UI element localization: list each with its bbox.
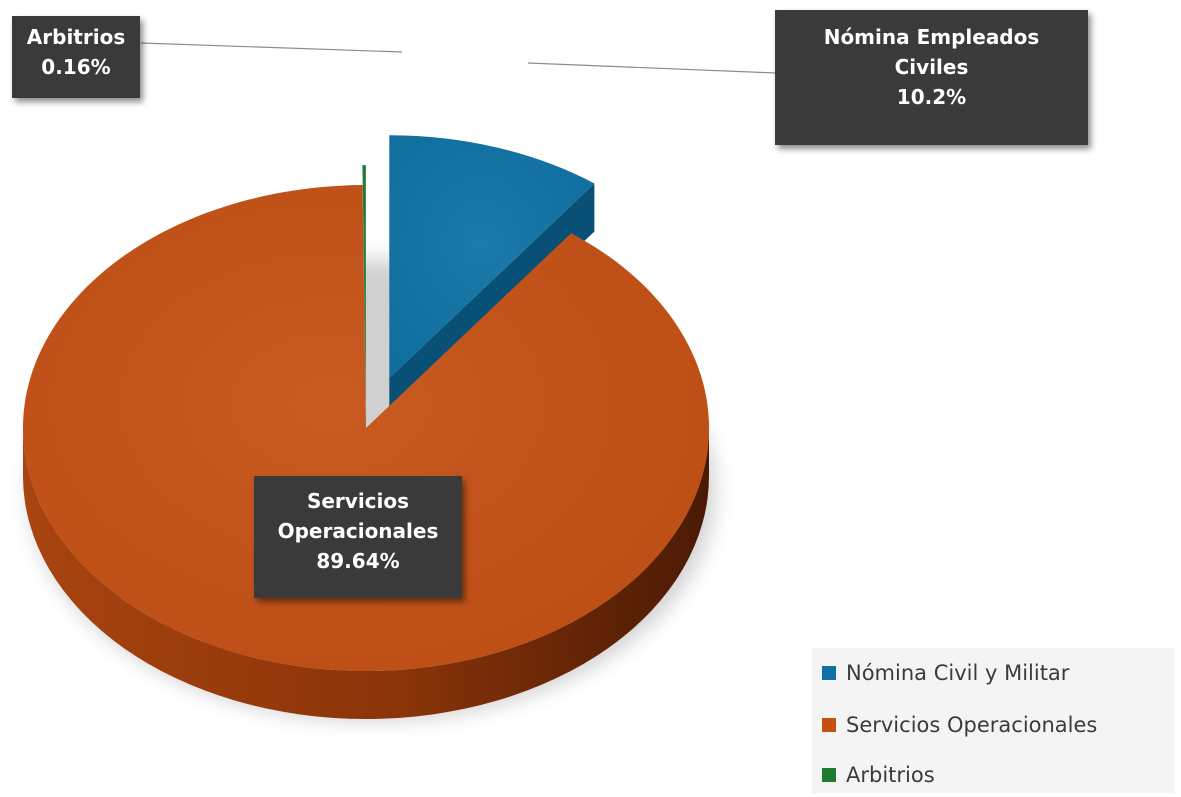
data-label-servicios: Servicios Operacionales 89.64% (254, 476, 462, 598)
legend-item-servicios: Servicios Operacionales (822, 710, 1097, 740)
legend-label: Servicios Operacionales (846, 713, 1098, 737)
legend-swatch (822, 768, 836, 782)
data-label-arbitrios: Arbitrios 0.16% (12, 16, 140, 98)
legend-item-arbitrios: Arbitrios (822, 760, 935, 790)
pie-slice-wall (23, 428, 709, 719)
data-label-name: Arbitrios (26, 25, 126, 49)
pie-slice-shade (23, 185, 709, 671)
data-label-name-line1: Nómina Empleados (823, 25, 1040, 49)
pie-slice-shade (389, 135, 595, 379)
legend-swatch (822, 666, 836, 680)
data-label-value: 89.64% (316, 549, 400, 573)
data-label-name-line2: Operacionales (277, 519, 439, 543)
legend-item-nomina: Nómina Civil y Militar (822, 658, 1069, 688)
data-label-name-line1: Servicios (306, 489, 410, 513)
data-label-nomina: Nómina Empleados Civiles 10.2% (775, 10, 1088, 145)
leader-line-nomina (527, 62, 777, 74)
leader-line-arbitrios (140, 42, 403, 53)
data-label-value: 10.2% (896, 85, 967, 109)
legend-swatch (822, 718, 836, 732)
data-label-value: 0.16% (41, 55, 111, 79)
pie-slice-shade (362, 165, 366, 409)
legend-label: Nómina Civil y Militar (846, 661, 1070, 685)
legend-label: Arbitrios (846, 763, 935, 787)
chart-legend: Nómina Civil y Militar Servicios Operaci… (812, 648, 1174, 793)
data-label-name-line2: Civiles (894, 55, 969, 79)
